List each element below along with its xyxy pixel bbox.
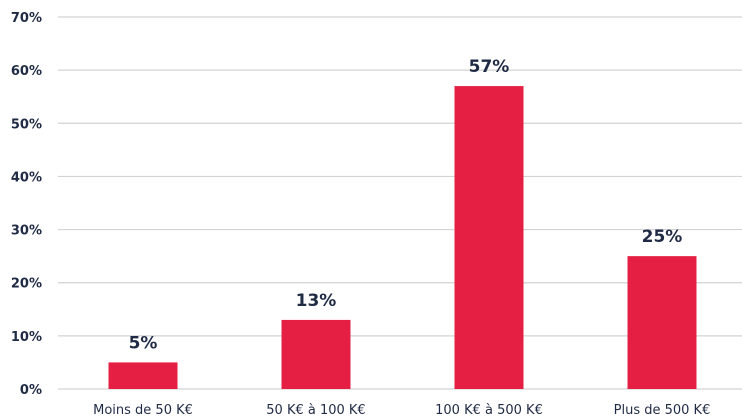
x-axis-ticks: Moins de 50 K€ 50 K€ à 100 K€ 100 K€ à 500… — [93, 403, 710, 418]
data-label: 57% — [469, 57, 510, 77]
y-tick-label: 20% — [11, 277, 42, 292]
y-tick-label: 70% — [11, 11, 42, 26]
y-tick-label: 60% — [11, 64, 42, 79]
y-tick-label: 40% — [11, 170, 42, 185]
bar — [108, 362, 178, 389]
data-label: 25% — [642, 227, 683, 247]
gridlines — [58, 16, 742, 390]
bar — [627, 256, 697, 389]
x-tick-label: 100 K€ à 500 K€ — [435, 403, 543, 418]
bar — [454, 86, 524, 389]
y-tick-label: 30% — [11, 224, 42, 239]
data-labels: 5% 13% 57% 25% — [129, 57, 683, 353]
y-tick-label: 50% — [11, 117, 42, 132]
bars — [108, 86, 697, 389]
x-tick-label: Moins de 50 K€ — [93, 403, 193, 418]
data-label: 13% — [296, 291, 337, 311]
data-label: 5% — [129, 333, 158, 353]
y-tick-label: 0% — [20, 383, 42, 398]
bar — [281, 319, 351, 389]
x-tick-label: 50 K€ à 100 K€ — [266, 403, 365, 418]
y-tick-label: 10% — [11, 330, 42, 345]
y-axis-ticks: 0% 10% 20% 30% 40% 50% 60% 70% — [11, 11, 42, 398]
x-tick-label: Plus de 500 K€ — [614, 403, 711, 418]
